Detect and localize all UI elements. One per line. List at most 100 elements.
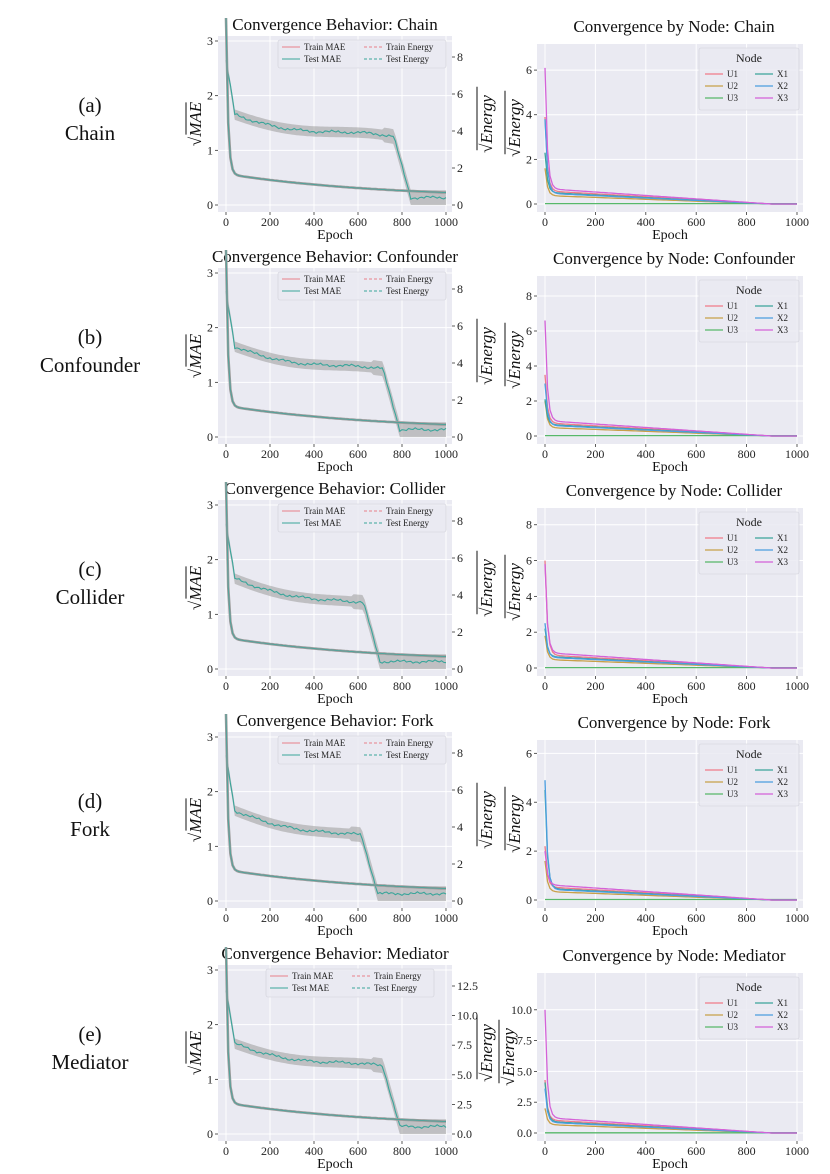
node-legend: Node U1 U2 U3 X1 X2 X3 — [698, 511, 800, 575]
legend-entry: X3 — [777, 93, 788, 103]
convergence-behavior-panel: Convergence Behavior: Chain 0 1 2 3 √MAE 0 2 4 6 8… — [185, 15, 496, 243]
energy-tick-label: 6 — [457, 783, 463, 797]
node-line-x3 — [544, 564, 797, 669]
y-tick-label: 2 — [526, 394, 532, 408]
y-tick-label: 4 — [526, 795, 532, 809]
x-tick-label: 1000 — [785, 1144, 809, 1158]
energy-tick-label: 0 — [457, 198, 463, 212]
x-tick-label: 800 — [738, 679, 756, 693]
x-tick-label: 200 — [586, 911, 604, 925]
x-tick-label: 1000 — [785, 679, 809, 693]
y-tick-label: 2 — [207, 553, 213, 567]
energy-tick-label: 4 — [457, 124, 463, 138]
x-tick-label: 0 — [223, 215, 229, 229]
x-tick-label: 400 — [305, 1144, 323, 1158]
y-tick-label: 3 — [207, 266, 213, 280]
y-tick-label: 6 — [526, 324, 532, 338]
legend-box — [277, 271, 447, 301]
row-name: Chain — [64, 121, 116, 145]
row-name: Fork — [70, 817, 110, 841]
x-tick-label: 800 — [393, 215, 411, 229]
svg-text:√MAE: √MAE — [186, 333, 205, 378]
x-axis-label: Epoch — [317, 228, 353, 243]
x-tick-label: 800 — [738, 447, 756, 461]
y-tick-label: 2 — [207, 321, 213, 335]
svg-text:√MAE: √MAE — [186, 565, 205, 610]
y-tick-label: 2 — [526, 625, 532, 639]
test-mae-line — [225, 17, 446, 193]
x-tick-label: 800 — [393, 911, 411, 925]
row-name: Mediator — [51, 1050, 129, 1074]
svg-text:√Energy: √Energy — [477, 95, 496, 153]
convergence-behavior-panel: Convergence Behavior: Confounder 0 1 2 3 √MAE… — [185, 247, 496, 475]
energy-axis-label: √Energy — [476, 782, 496, 849]
legend-entry: Test Energy — [386, 54, 429, 64]
y-axis-label: √Energy — [498, 1019, 518, 1086]
legend-entry: Train Energy — [374, 971, 422, 981]
x-tick-label: 0 — [542, 679, 548, 693]
y-tick-label: 4 — [526, 359, 532, 373]
x-tick-label: 600 — [349, 215, 367, 229]
node-legend: Node U1 U2 U3 X1 X2 X3 — [698, 743, 800, 807]
energy-tick-label: 7.5 — [457, 1038, 472, 1052]
x-axis-label: Epoch — [317, 460, 353, 475]
row-label: (d) Fork — [0, 787, 180, 843]
x-tick-label: 600 — [687, 911, 705, 925]
legend-entry: X1 — [777, 69, 788, 79]
legend-entry: Train MAE — [304, 274, 346, 284]
svg-text:√Energy: √Energy — [499, 1028, 518, 1086]
y-tick-label: 0 — [207, 894, 213, 908]
panel-title: Convergence Behavior: Collider — [225, 479, 446, 498]
y-tick-label: 2.5 — [517, 1095, 532, 1109]
y-tick-label: 0 — [526, 429, 532, 443]
row-letter: (d) — [77, 789, 103, 813]
energy-tick-label: 8 — [457, 50, 463, 64]
y-tick-label: 3 — [207, 34, 213, 48]
legend: Train MAE Test MAE Train Energy Test Energy — [265, 968, 435, 998]
legend-entry: Test MAE — [304, 750, 342, 760]
legend-entry: Train MAE — [292, 971, 334, 981]
legend-title: Node — [736, 283, 762, 297]
legend-entry: X3 — [777, 325, 788, 335]
energy-tick-label: 12.5 — [457, 979, 478, 993]
panel-title: Convergence Behavior: Confounder — [212, 247, 458, 266]
x-tick-label: 200 — [261, 679, 279, 693]
legend: Train MAE Test MAE Train Energy Test Energy — [277, 39, 447, 69]
y-tick-label: 6 — [526, 554, 532, 568]
y-axis-label: √Energy — [504, 90, 524, 157]
x-tick-label: 600 — [349, 447, 367, 461]
svg-text:√Energy: √Energy — [477, 1024, 496, 1082]
y-tick-label: 3 — [207, 963, 213, 977]
energy-tick-label: 0.0 — [457, 1127, 472, 1141]
x-tick-label: 600 — [687, 1144, 705, 1158]
legend-entry: X1 — [777, 301, 788, 311]
y-tick-label: 3 — [207, 498, 213, 512]
row-letter: (a) — [78, 93, 102, 117]
x-tick-label: 800 — [738, 215, 756, 229]
legend-entry: U2 — [727, 545, 738, 555]
x-tick-label: 400 — [637, 447, 655, 461]
legend-entry: Train Energy — [386, 738, 434, 748]
legend-entry: X2 — [777, 1010, 788, 1020]
x-tick-label: 0 — [542, 447, 548, 461]
legend-entry: U3 — [727, 789, 738, 799]
panel-title: Convergence Behavior: Chain — [232, 15, 438, 34]
legend-entry: X3 — [777, 789, 788, 799]
legend-entry: Train Energy — [386, 506, 434, 516]
energy-tick-label: 5.0 — [457, 1068, 472, 1082]
y-axis-label: √MAE — [185, 101, 205, 146]
energy-tick-label: 4 — [457, 588, 463, 602]
y-axis-label: √MAE — [185, 333, 205, 378]
svg-text:√Energy: √Energy — [477, 327, 496, 385]
row-label: (e) Mediator — [0, 1020, 180, 1076]
x-tick-label: 400 — [637, 679, 655, 693]
legend-entry: U1 — [727, 765, 738, 775]
x-tick-label: 800 — [738, 911, 756, 925]
energy-tick-label: 6 — [457, 87, 463, 101]
legend: Train MAE Test MAE Train Energy Test Energy — [277, 503, 447, 533]
svg-text:√Energy: √Energy — [505, 331, 524, 389]
energy-tick-label: 2.5 — [457, 1097, 472, 1111]
x-tick-label: 200 — [261, 1144, 279, 1158]
legend-entry: Test Energy — [374, 983, 417, 993]
row-letter: (e) — [78, 1022, 102, 1046]
